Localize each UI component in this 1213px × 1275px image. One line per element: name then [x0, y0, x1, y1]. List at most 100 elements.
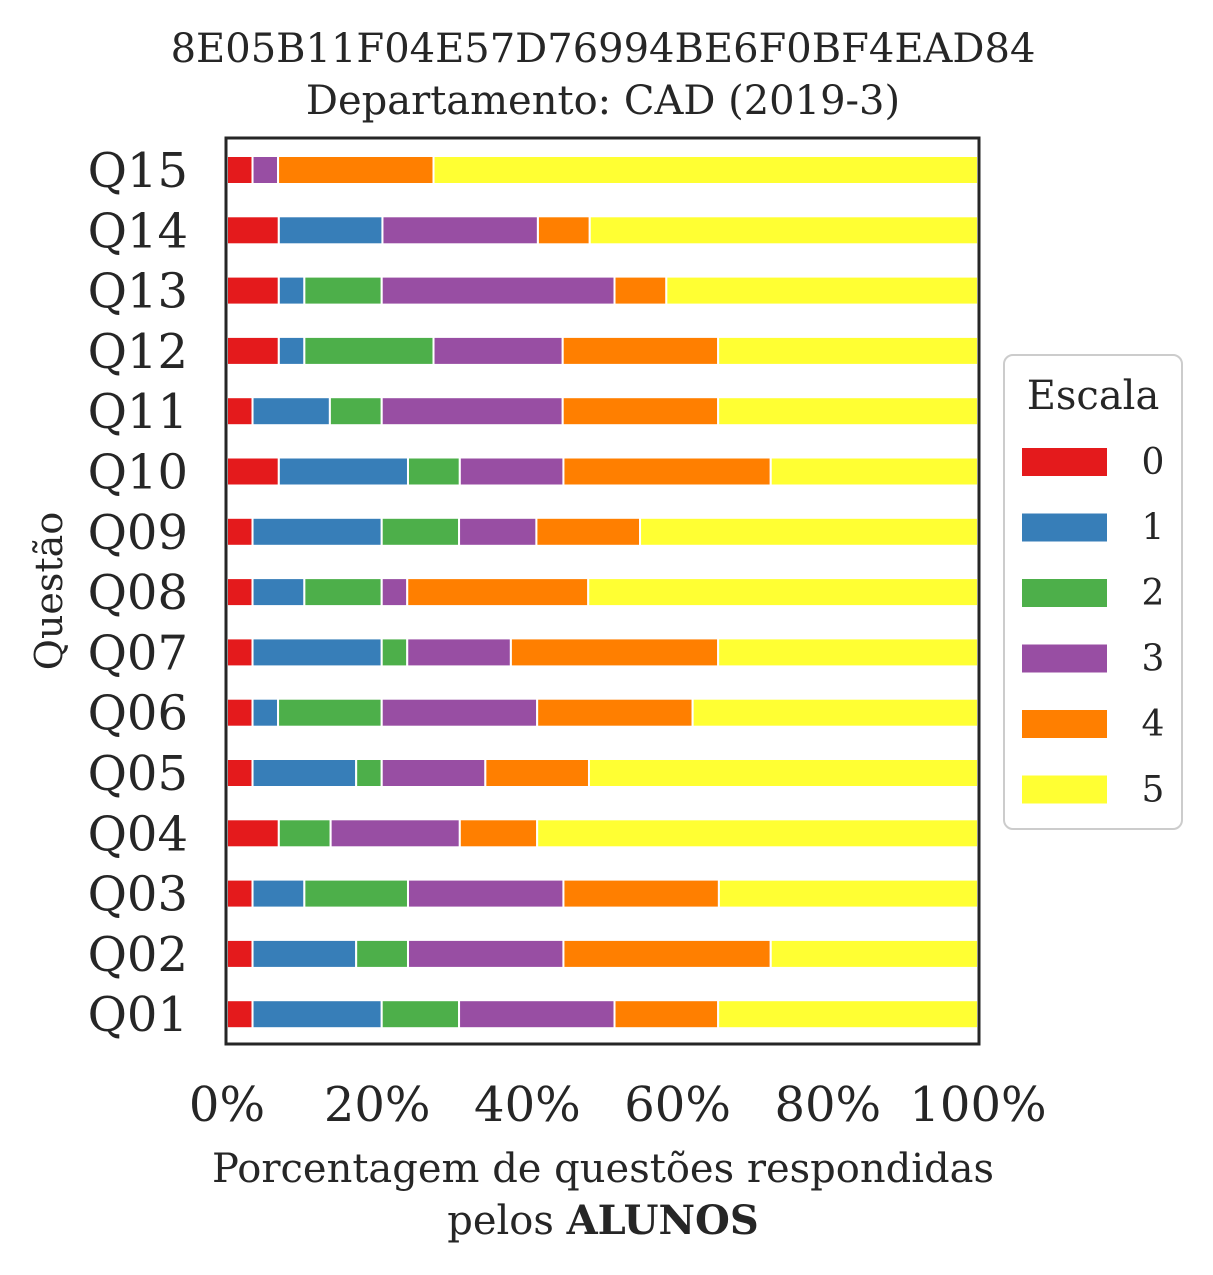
- bar-q02-scale-4: [562, 938, 772, 969]
- bar-q01-scale-0: [226, 999, 254, 1030]
- bar-q12-scale-4: [561, 335, 720, 366]
- bar-q06-scale-2: [277, 697, 383, 728]
- x-tick-label-4: 80%: [774, 1077, 881, 1133]
- bar-q14-scale-0: [226, 215, 280, 246]
- legend-swatch-0: [1022, 448, 1107, 476]
- x-tick-label-0: 0%: [189, 1077, 265, 1133]
- legend-swatch-5: [1022, 775, 1107, 804]
- legend-swatch-4: [1022, 710, 1107, 738]
- bar-q11-scale-5: [717, 396, 979, 427]
- bar-q08-scale-4: [406, 577, 590, 608]
- legend-label-2: 2: [1142, 573, 1165, 614]
- bar-q10-scale-5: [769, 456, 979, 487]
- bar-q03-scale-4: [562, 878, 720, 909]
- bar-q06-scale-3: [380, 697, 539, 728]
- bar-q05-scale-4: [484, 758, 590, 788]
- bar-q15-scale-4: [277, 155, 435, 185]
- legend-swatch-1: [1022, 513, 1107, 542]
- bar-q09-scale-5: [639, 516, 979, 547]
- bar-q01-scale-2: [380, 999, 461, 1030]
- bar-q03-scale-0: [226, 878, 254, 909]
- x-tick-label-1: 20%: [324, 1077, 431, 1133]
- bars-group: [226, 155, 980, 1030]
- bar-q06-scale-4: [536, 697, 694, 728]
- bar-q04-scale-5: [536, 818, 980, 849]
- x-axis-label-line1: Porcentagem de questões respondidas: [212, 1146, 994, 1192]
- bar-q12-scale-2: [303, 335, 435, 366]
- bar-q05-scale-3: [380, 758, 487, 788]
- y-tick-label-q10: Q10: [88, 445, 188, 501]
- bar-q10-scale-3: [458, 456, 565, 487]
- y-tick-label-q09: Q09: [88, 505, 188, 561]
- bar-q01-scale-4: [613, 999, 720, 1030]
- bar-q11-scale-3: [380, 396, 564, 427]
- bar-q04-scale-2: [277, 818, 332, 849]
- bar-q05-scale-5: [587, 758, 979, 788]
- legend-label-0: 0: [1142, 442, 1165, 483]
- y-tick-label-q11: Q11: [88, 384, 188, 440]
- y-axis-label: Questão: [27, 512, 71, 670]
- legend-label-5: 5: [1142, 770, 1165, 811]
- y-tick-label-q06: Q06: [88, 686, 188, 742]
- y-tick-label-q04: Q04: [88, 806, 188, 862]
- bar-q09-scale-1: [251, 516, 383, 547]
- bar-q15-scale-5: [432, 155, 979, 185]
- legend-swatch-2: [1022, 579, 1107, 607]
- bar-q02-scale-0: [226, 938, 254, 969]
- bar-q09-scale-2: [380, 516, 461, 547]
- bar-q11-scale-2: [328, 396, 383, 427]
- x-tick-label-5: 100%: [909, 1077, 1046, 1133]
- bar-q07-scale-0: [226, 637, 254, 668]
- x-tick-label-2: 40%: [474, 1077, 581, 1133]
- legend-items: 0 1 2 3 4 5: [1022, 442, 1164, 811]
- bar-q07-scale-3: [406, 637, 512, 668]
- legend-label-3: 3: [1142, 639, 1165, 680]
- bar-q08-scale-3: [380, 577, 409, 608]
- y-tick-label-q13: Q13: [88, 264, 188, 320]
- bar-q07-scale-1: [251, 637, 383, 668]
- bar-q04-scale-3: [329, 818, 461, 849]
- legend: Escala 0 1 2 3 4 5: [1003, 354, 1183, 830]
- y-tick-labels: Q01Q02Q03Q04Q05Q06Q07Q08Q09Q10Q11Q12Q13Q…: [88, 143, 188, 1043]
- bar-q10-scale-4: [562, 456, 772, 487]
- bar-q02-scale-1: [251, 938, 358, 969]
- bar-q08-scale-5: [587, 577, 980, 608]
- bar-q06-scale-1: [251, 697, 280, 728]
- bar-q02-scale-3: [406, 938, 565, 969]
- bar-q10-scale-2: [406, 456, 461, 487]
- bar-q06-scale-5: [691, 697, 979, 728]
- y-tick-label-q15: Q15: [88, 143, 188, 199]
- x-axis-label-bold: ALUNOS: [566, 1197, 759, 1244]
- legend-swatch-3: [1022, 644, 1107, 673]
- bar-q10-scale-0: [226, 456, 280, 487]
- bar-q08-scale-2: [303, 577, 383, 608]
- bar-q05-scale-1: [251, 758, 358, 788]
- bar-q11-scale-0: [226, 396, 254, 427]
- bar-q04-scale-4: [458, 818, 539, 849]
- x-axis-label-line2: pelos ALUNOS: [447, 1197, 759, 1244]
- bar-q01-scale-3: [458, 999, 616, 1030]
- legend-label-4: 4: [1142, 704, 1165, 745]
- bar-q11-scale-1: [251, 396, 331, 427]
- bar-q02-scale-2: [355, 938, 409, 969]
- bar-q10-scale-1: [277, 456, 409, 487]
- y-tick-label-q08: Q08: [88, 565, 188, 621]
- plot-frame: [224, 136, 981, 1046]
- bar-q08-scale-0: [226, 577, 254, 608]
- bar-q03-scale-5: [717, 878, 980, 909]
- y-tick-label-q01: Q01: [88, 987, 188, 1043]
- bar-q07-scale-2: [380, 637, 409, 668]
- bar-q01-scale-1: [251, 999, 383, 1030]
- bar-q05-scale-0: [226, 758, 254, 788]
- y-tick-label-q03: Q03: [88, 867, 188, 923]
- bar-q14-scale-1: [277, 215, 384, 246]
- bar-q15-scale-3: [251, 155, 280, 185]
- bar-q09-scale-4: [535, 516, 642, 547]
- bar-q09-scale-0: [226, 516, 254, 547]
- bar-q11-scale-4: [561, 396, 720, 427]
- bar-q05-scale-2: [355, 758, 383, 788]
- bar-q04-scale-0: [226, 818, 280, 849]
- y-tick-label-q05: Q05: [88, 746, 188, 802]
- bar-q12-scale-0: [226, 335, 280, 366]
